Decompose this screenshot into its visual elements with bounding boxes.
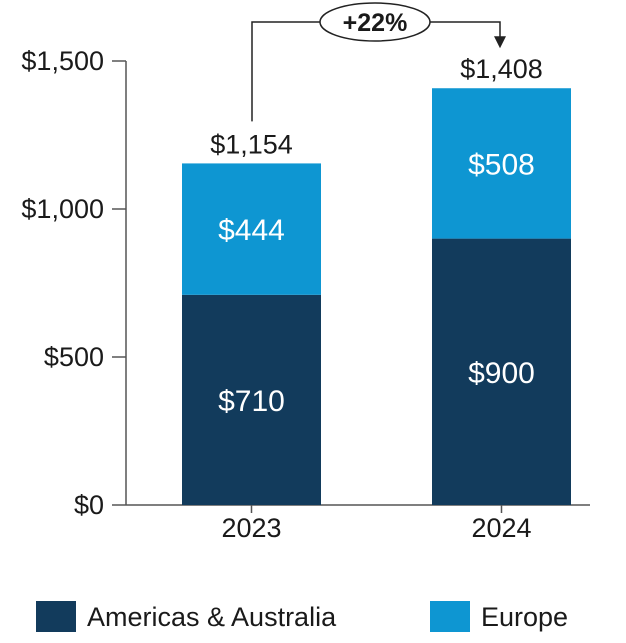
bar-2023-americas-australia — [182, 294, 321, 505]
bar-2024-americas-australia — [432, 238, 571, 505]
legend-label: Americas & Australia — [87, 602, 337, 632]
growth-pill — [319, 2, 431, 42]
legend-swatch-americas-australia — [36, 601, 76, 632]
segment-value-label: $900 — [468, 357, 535, 390]
legend-swatch-europe — [430, 601, 470, 632]
y-tick-label: $1,000 — [21, 194, 104, 224]
x-tick-label: 2024 — [471, 513, 531, 543]
label-layer: $710 $444 $1,154 $900 $508 $1,408 — [210, 54, 543, 418]
bar-2023-europe — [182, 163, 321, 295]
segment-value-label: $710 — [218, 385, 285, 418]
y-tick-label: $500 — [44, 342, 104, 372]
growth-bracket-left — [251, 21, 320, 122]
y-tick-label: $0 — [74, 490, 104, 520]
bar-layer — [182, 88, 571, 505]
legend-label: Europe — [481, 602, 568, 632]
growth-arrow-head — [494, 36, 506, 49]
legend: Americas & Australia Europe — [36, 601, 568, 632]
segment-value-label: $444 — [218, 214, 285, 247]
total-value-label: $1,408 — [460, 54, 543, 84]
total-value-label: $1,154 — [210, 129, 293, 159]
axis-layer: $0 $500 $1,000 $1,500 2023 2024 — [21, 46, 590, 543]
y-tick-label: $1,500 — [21, 46, 104, 76]
growth-bracket-right — [430, 21, 501, 39]
bar-2024-europe — [432, 88, 571, 239]
segment-value-label: $508 — [468, 148, 535, 181]
growth-percent-label: +22% — [343, 9, 408, 37]
x-tick-label: 2023 — [221, 513, 281, 543]
annotation-layer: +22% — [251, 2, 506, 122]
